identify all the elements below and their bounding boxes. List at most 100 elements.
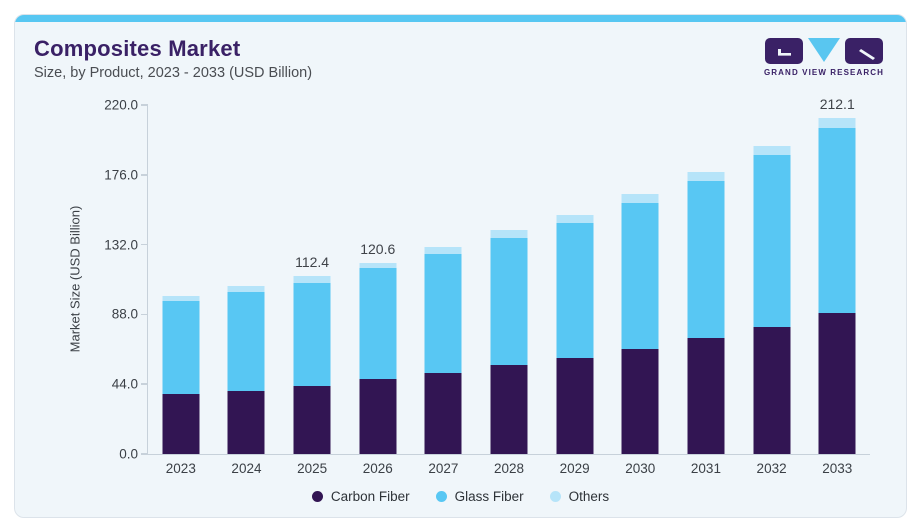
glass-fiber-segment-2026 xyxy=(359,268,397,380)
glass-fiber-segment-2023 xyxy=(162,301,200,394)
y-tick-label: 88.0 xyxy=(111,306,138,322)
glass-fiber-segment-2029 xyxy=(556,222,594,358)
carbon-fiber-segment-2032 xyxy=(753,327,791,454)
legend-item-others: Others xyxy=(549,489,610,504)
others-segment-2024 xyxy=(227,286,265,293)
others-segment-2032 xyxy=(753,146,791,156)
carbon-fiber-segment-2030 xyxy=(621,349,659,454)
x-tick-label-2027: 2027 xyxy=(428,461,459,476)
x-tick-label-2025: 2025 xyxy=(297,461,328,476)
y-tick-label: 220.0 xyxy=(104,97,138,113)
bar-value-label-2025: 112.4 xyxy=(295,253,330,270)
carbon-fiber-segment-2029 xyxy=(556,357,594,454)
glass-fiber-segment-2025 xyxy=(293,282,331,387)
y-tick-mark xyxy=(141,104,148,106)
legend-item-carbon-fiber: Carbon Fiber xyxy=(311,489,410,504)
logo-letter-r-icon xyxy=(845,38,883,64)
bar-columns: 2023 2024 112.4 2025 120.6 2026 2027 2028 2029 20… xyxy=(148,96,870,476)
y-tick-label: 176.0 xyxy=(104,167,138,183)
glass-fiber-segment-2032 xyxy=(753,155,791,328)
others-segment-2029 xyxy=(556,215,594,223)
bar-group-2030: 2030 xyxy=(607,105,673,476)
bar-group-2025: 112.4 2025 xyxy=(279,105,345,476)
carbon-fiber-segment-2023 xyxy=(162,393,200,454)
x-tick-label-2030: 2030 xyxy=(625,461,656,476)
bar-group-2033: 212.1 2033 xyxy=(804,96,870,476)
bar-group-2032: 2032 xyxy=(739,105,805,476)
others-segment-2023 xyxy=(162,296,200,302)
bar-value-label-2026: 120.6 xyxy=(360,240,396,257)
x-tick-label-2024: 2024 xyxy=(231,461,262,476)
carbon-fiber-segment-2025 xyxy=(293,386,331,454)
bar-group-2029: 2029 xyxy=(542,105,608,476)
x-tick-label-2026: 2026 xyxy=(362,461,393,476)
others-segment-2026 xyxy=(359,262,397,269)
legend-dot-glass-fiber xyxy=(435,491,447,502)
others-segment-2030 xyxy=(621,193,659,203)
x-tick-label-2028: 2028 xyxy=(493,461,525,476)
chart-title: Composites Market xyxy=(34,36,241,61)
bar-2027 xyxy=(424,246,462,454)
legend-label-carbon-fiber: Carbon Fiber xyxy=(330,489,410,504)
legend-label-glass-fiber: Glass Fiber xyxy=(454,489,524,504)
glass-fiber-segment-2024 xyxy=(227,292,265,391)
gvr-logo: GRAND VIEW RESEARCH xyxy=(758,38,890,77)
others-segment-2033 xyxy=(818,117,856,129)
bar-2024 xyxy=(227,286,265,454)
legend-label-others: Others xyxy=(568,489,610,504)
carbon-fiber-segment-2028 xyxy=(490,364,528,454)
glass-fiber-segment-2031 xyxy=(687,180,725,339)
plot-area: 2023 2024 112.4 2025 120.6 2026 2027 2028 2029 20… xyxy=(104,96,870,476)
glass-fiber-segment-2027 xyxy=(424,253,462,373)
bar-2026 xyxy=(359,262,397,454)
chart-card: Composites Market Size, by Product, 2023… xyxy=(14,14,907,518)
y-axis-label: Market Size (USD Billion) xyxy=(67,205,83,353)
bar-group-2028: 2028 xyxy=(476,105,542,476)
y-tick-label: 44.0 xyxy=(111,376,138,392)
bar-value-label-2033: 212.1 xyxy=(819,95,855,112)
gvr-logo-marks xyxy=(758,38,890,65)
carbon-fiber-segment-2026 xyxy=(359,379,397,454)
others-segment-2028 xyxy=(490,230,528,238)
logo-text: GRAND VIEW RESEARCH xyxy=(763,68,885,77)
legend-item-glass-fiber: Glass Fiber xyxy=(435,489,524,504)
bar-group-2027: 2027 xyxy=(411,105,477,476)
y-tick-mark xyxy=(141,174,148,176)
glass-fiber-segment-2030 xyxy=(621,202,659,350)
y-tick-mark xyxy=(141,383,148,385)
legend-dot-others xyxy=(549,491,561,502)
bar-2025 xyxy=(293,275,331,454)
y-tick-label: 0.0 xyxy=(119,446,138,462)
bar-group-2024: 2024 xyxy=(214,105,280,476)
bar-2028 xyxy=(490,230,528,454)
carbon-fiber-segment-2027 xyxy=(424,372,462,454)
bar-2031 xyxy=(687,172,725,454)
bar-2033 xyxy=(818,117,856,454)
others-segment-2031 xyxy=(687,172,725,181)
others-segment-2025 xyxy=(293,275,331,283)
x-tick-label-2029: 2029 xyxy=(559,461,590,476)
bar-group-2023: 2023 xyxy=(148,105,214,476)
y-tick-mark xyxy=(141,453,148,455)
chart-subtitle: Size, by Product, 2023 - 2033 (USD Billi… xyxy=(34,65,313,81)
glass-fiber-segment-2033 xyxy=(818,128,856,314)
legend-dot-carbon-fiber xyxy=(311,491,323,502)
others-segment-2027 xyxy=(424,246,462,254)
x-tick-label-2033: 2033 xyxy=(822,461,853,476)
bar-2030 xyxy=(621,193,659,454)
bar-2032 xyxy=(753,146,791,454)
x-tick-label-2032: 2032 xyxy=(756,461,787,476)
legend: Carbon Fiber Glass Fiber Others xyxy=(15,489,906,504)
bar-group-2031: 2031 xyxy=(673,105,739,476)
carbon-fiber-segment-2031 xyxy=(687,338,725,454)
chart-header: Composites Market Size, by Product, 2023… xyxy=(15,22,906,81)
x-tick-label-2031: 2031 xyxy=(690,461,721,476)
glass-fiber-segment-2028 xyxy=(490,237,528,365)
y-tick-mark xyxy=(141,313,148,316)
x-tick-label-2023: 2023 xyxy=(165,461,196,476)
logo-letter-g-icon xyxy=(765,38,803,64)
y-tick-mark xyxy=(141,243,148,246)
card-top-accent-bar xyxy=(15,15,906,22)
bar-group-2026: 120.6 2026 xyxy=(345,105,411,476)
